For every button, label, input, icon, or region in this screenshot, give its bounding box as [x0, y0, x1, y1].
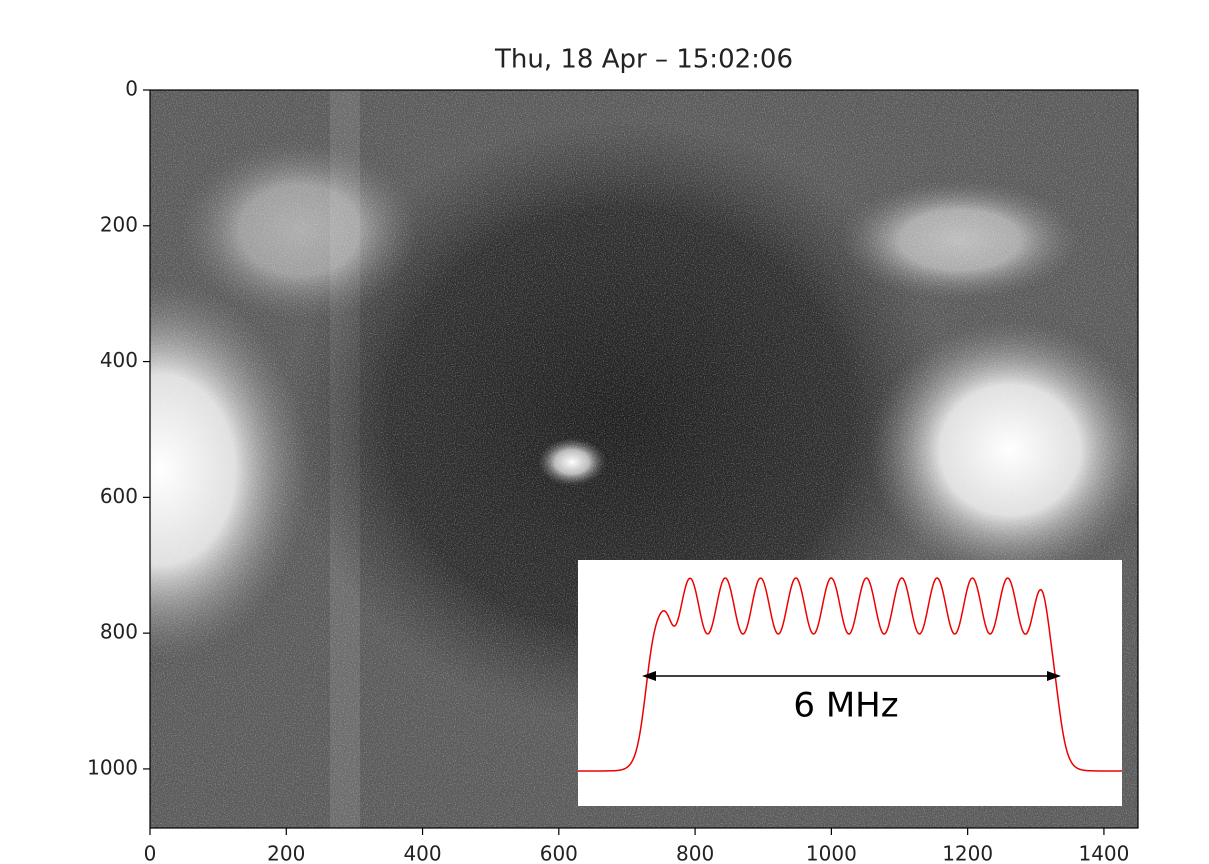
y-tick-label: 600 — [100, 484, 138, 508]
inset-panel — [578, 560, 1122, 806]
x-tick-label: 400 — [403, 842, 441, 864]
bandwidth-label: 6 MHz — [793, 686, 898, 726]
passband-curve — [578, 577, 1122, 772]
chart-title: Thu, 18 Apr – 15:02:06 — [494, 45, 793, 75]
y-tick-label: 400 — [100, 348, 138, 372]
x-tick-label: 200 — [267, 842, 305, 864]
x-tick-label: 1400 — [1078, 842, 1129, 864]
x-tick-label: 800 — [676, 842, 714, 864]
y-tick-label: 0 — [125, 77, 138, 101]
y-tick-label: 1000 — [87, 755, 138, 779]
x-tick-label: 0 — [144, 842, 157, 864]
x-tick-label: 600 — [540, 842, 578, 864]
x-tick-label: 1200 — [942, 842, 993, 864]
inset: 6 MHz — [578, 560, 1122, 806]
camera-image — [150, 90, 1138, 828]
axes-frame — [149, 89, 1139, 829]
x-tick-label: 1000 — [806, 842, 857, 864]
y-tick-label: 800 — [100, 620, 138, 644]
y-tick-label: 200 — [100, 212, 138, 236]
